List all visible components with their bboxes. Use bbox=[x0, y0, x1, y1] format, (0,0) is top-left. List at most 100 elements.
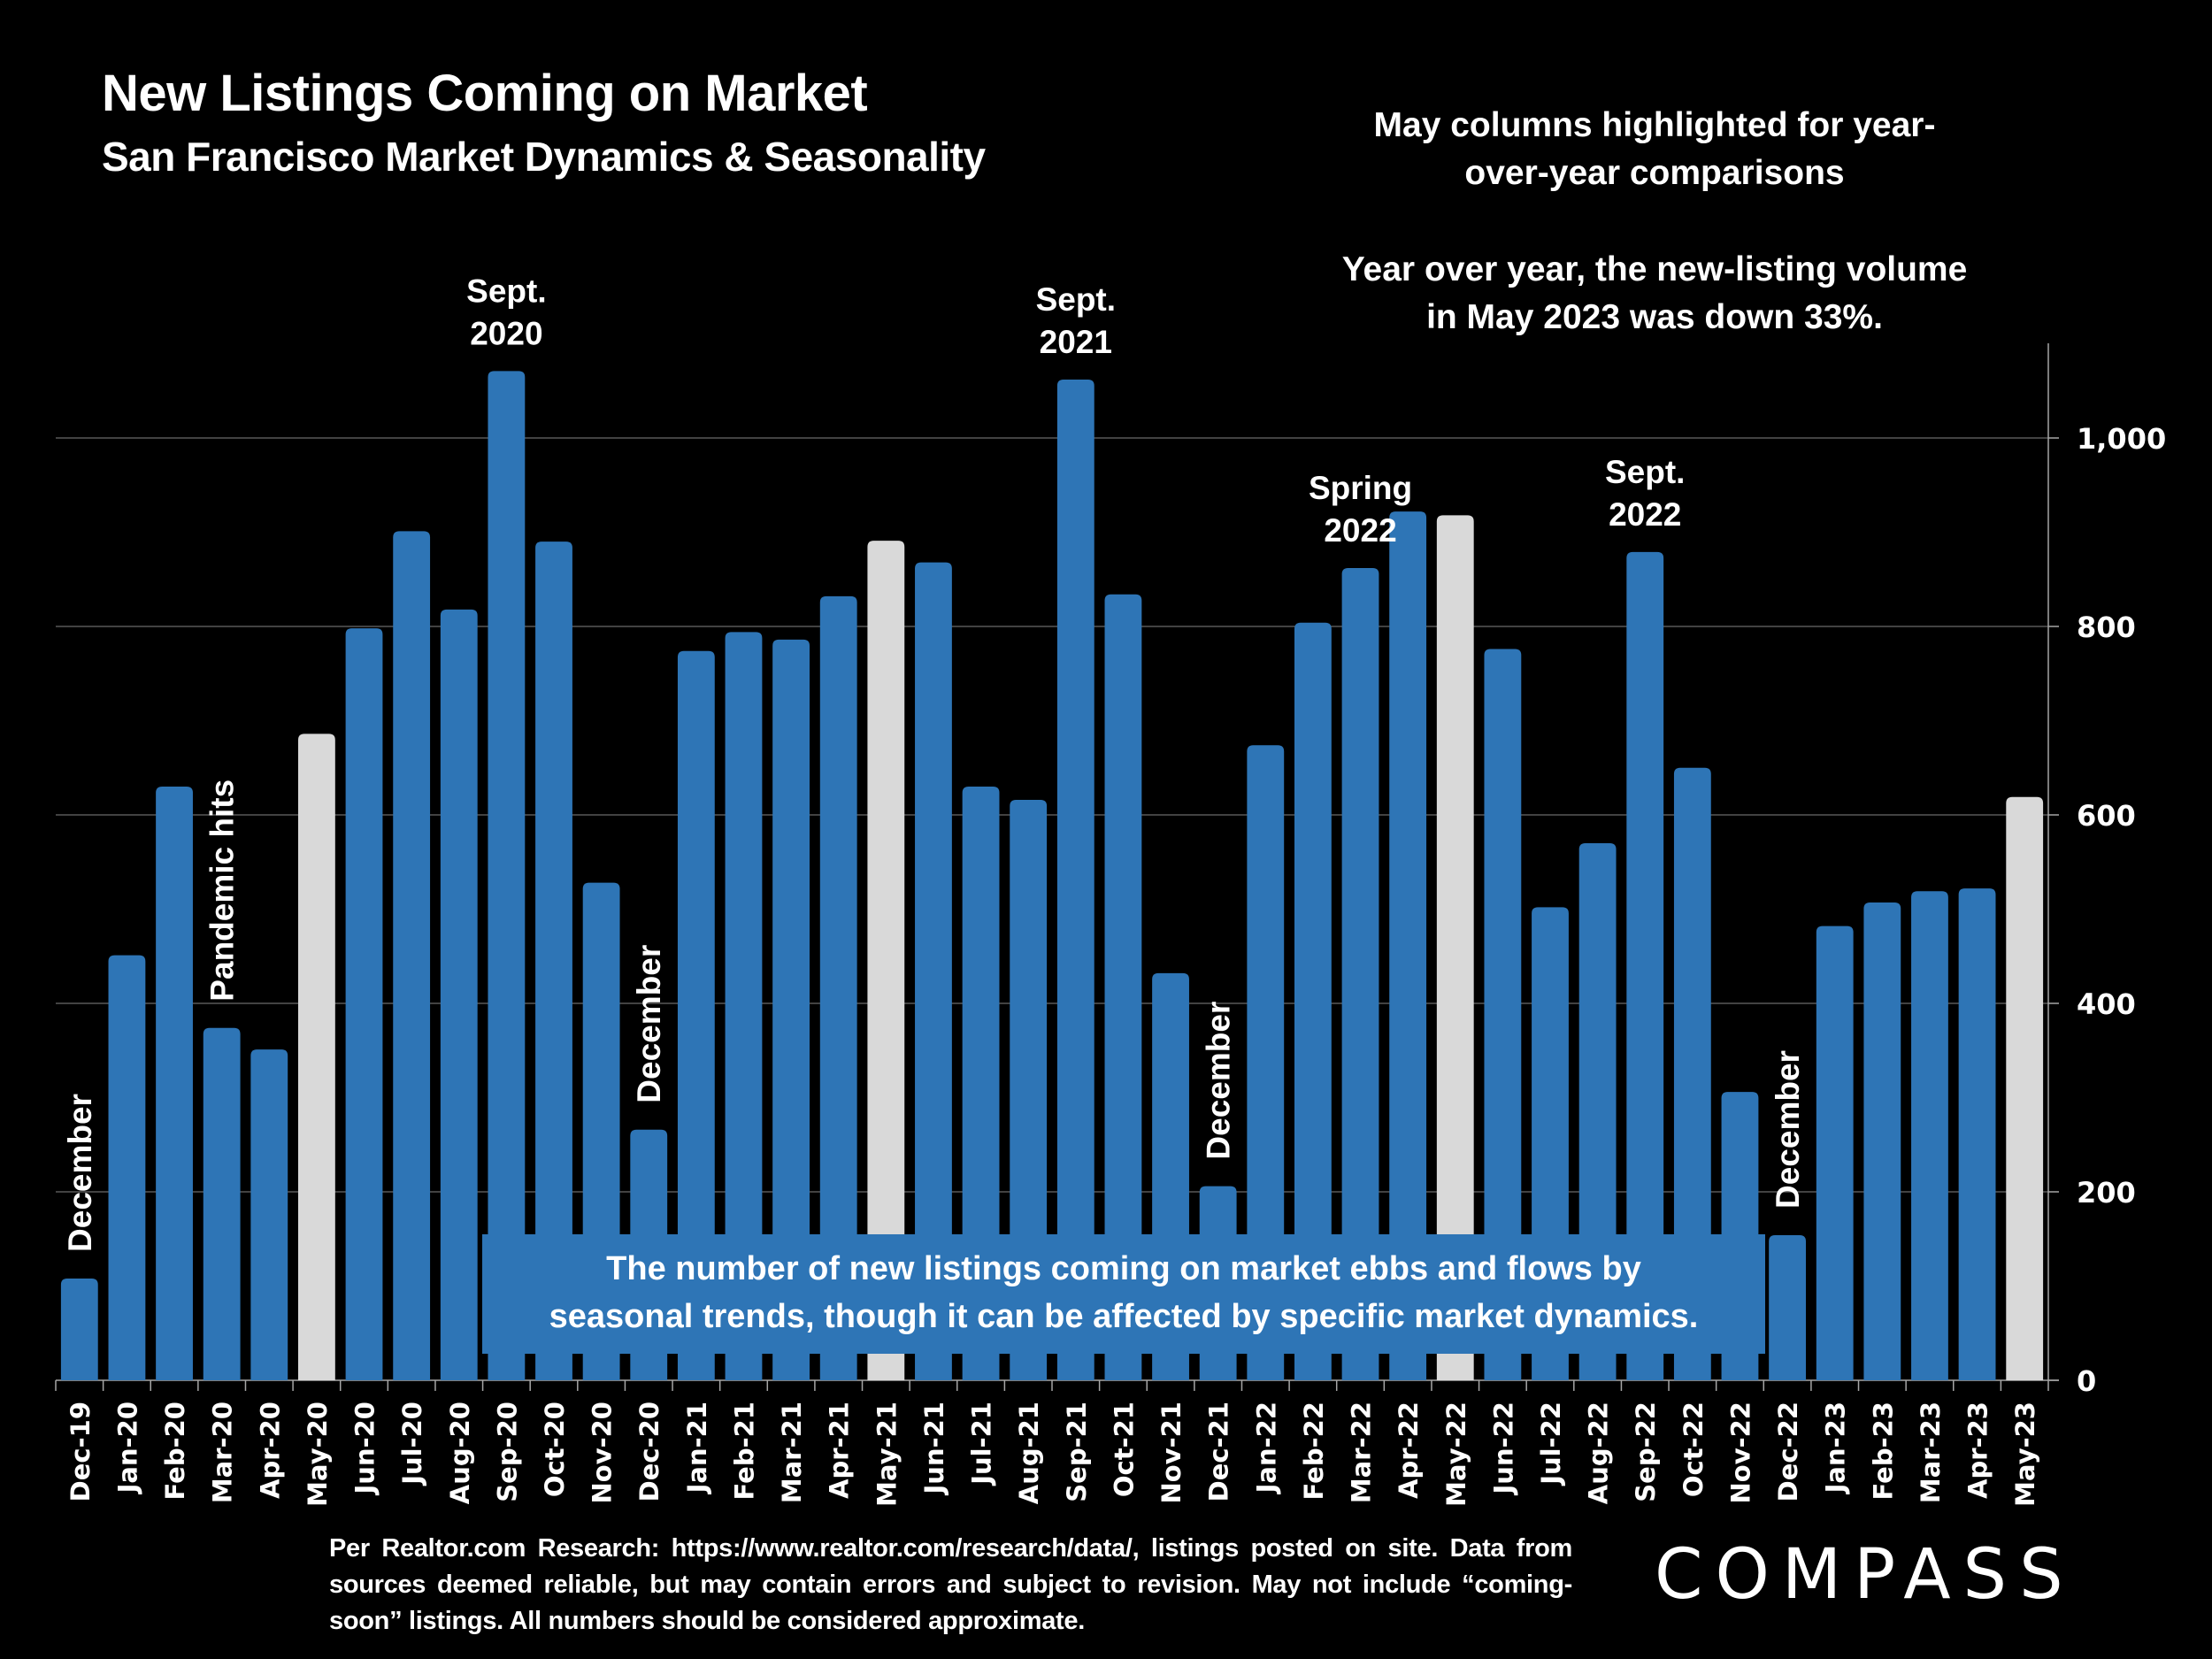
x-tick-label: May-23 bbox=[2010, 1402, 2040, 1507]
x-tick-label: Jan-22 bbox=[1251, 1402, 1281, 1494]
bar bbox=[488, 371, 526, 1380]
x-tick-label: Jan-21 bbox=[682, 1402, 712, 1494]
annotation-label: December bbox=[631, 945, 667, 1103]
bar bbox=[345, 628, 383, 1380]
annotation-label: 2020 bbox=[470, 315, 542, 351]
highlight-note-line1: May columns highlighted for year- bbox=[1373, 106, 1936, 144]
bar bbox=[1816, 926, 1854, 1380]
x-tick-label: Jan-20 bbox=[112, 1402, 142, 1494]
bar bbox=[677, 650, 715, 1380]
callout-box: The number of new listings coming on mar… bbox=[482, 1234, 1765, 1354]
source-footnote: Per Realtor.com Research: https://www.re… bbox=[329, 1534, 1572, 1635]
bar bbox=[250, 1049, 288, 1380]
annotation-label: 2022 bbox=[1609, 496, 1681, 533]
annotation-label: December bbox=[62, 1094, 98, 1252]
annotation-label: Sept. bbox=[1605, 454, 1685, 490]
x-tick-label: Jul-20 bbox=[397, 1402, 427, 1486]
bar bbox=[915, 562, 952, 1380]
callout-line1: The number of new listings coming on mar… bbox=[606, 1250, 1641, 1287]
bar bbox=[725, 632, 763, 1380]
annotation-label: December bbox=[1201, 1002, 1237, 1160]
bar bbox=[1294, 622, 1332, 1380]
bar bbox=[1484, 649, 1522, 1380]
x-tick-label: Dec-20 bbox=[634, 1402, 664, 1502]
x-tick-label: Apr-22 bbox=[1394, 1402, 1424, 1499]
x-tick-label: Dec-19 bbox=[65, 1402, 96, 1502]
x-tick-label: Mar-23 bbox=[1916, 1402, 1946, 1503]
bar bbox=[1341, 567, 1379, 1380]
bar bbox=[1673, 767, 1711, 1380]
bar bbox=[393, 531, 431, 1380]
annotation-label: 2022 bbox=[1324, 512, 1396, 549]
y-tick-label: 600 bbox=[2077, 799, 2136, 833]
bar bbox=[203, 1027, 241, 1380]
y-tick-label: 200 bbox=[2077, 1176, 2136, 1210]
bar bbox=[962, 787, 1000, 1380]
annotation-label: Sept. bbox=[1036, 281, 1116, 318]
x-tick-label: Oct-20 bbox=[540, 1402, 570, 1497]
highlight-note: May columns highlighted for year- over-y… bbox=[1310, 102, 2000, 197]
bar bbox=[1863, 902, 1901, 1380]
annotation-label: December bbox=[1770, 1050, 1806, 1209]
bar bbox=[1626, 551, 1664, 1380]
x-tick-label: Oct-22 bbox=[1678, 1402, 1709, 1497]
y-tick-label: 0 bbox=[2077, 1364, 2096, 1398]
bar bbox=[1104, 594, 1142, 1380]
bar bbox=[1769, 1234, 1807, 1380]
yoy-note-line1: Year over year, the new-listing volume bbox=[1341, 250, 1968, 288]
bar-highlighted bbox=[2006, 796, 2044, 1380]
x-tick-label: Feb-23 bbox=[1868, 1402, 1898, 1500]
annotation-label: Pandemic hits bbox=[204, 780, 241, 1002]
x-tick-label: Jun-22 bbox=[1488, 1402, 1518, 1495]
x-tick-label: Nov-20 bbox=[588, 1402, 618, 1504]
x-tick-label: Apr-20 bbox=[255, 1402, 285, 1499]
bar-highlighted bbox=[1436, 515, 1474, 1380]
bar bbox=[535, 541, 572, 1380]
bar bbox=[1389, 511, 1427, 1380]
x-tick-label: Apr-23 bbox=[1963, 1402, 1993, 1499]
x-tick-label: Jul-21 bbox=[967, 1402, 997, 1486]
x-tick-label: May-21 bbox=[872, 1402, 902, 1507]
x-tick-label: Feb-21 bbox=[729, 1402, 759, 1500]
bar bbox=[1911, 891, 1948, 1380]
x-tick-label: Jun-21 bbox=[919, 1402, 949, 1495]
x-tick-label: Jun-20 bbox=[350, 1402, 380, 1495]
x-tick-label: Aug-20 bbox=[445, 1402, 475, 1504]
x-tick-label: Feb-20 bbox=[160, 1402, 190, 1500]
x-tick-label: Nov-21 bbox=[1156, 1402, 1187, 1504]
annotation-label: Sept. bbox=[466, 273, 546, 309]
yoy-note-line2: in May 2023 was down 33%. bbox=[1426, 298, 1883, 336]
bar bbox=[1056, 379, 1094, 1381]
x-tick-label: Sep-20 bbox=[492, 1402, 522, 1502]
x-tick-label: Dec-22 bbox=[1773, 1402, 1803, 1502]
annotation-label: 2021 bbox=[1040, 324, 1112, 360]
x-tick-label: Sep-22 bbox=[1631, 1402, 1661, 1502]
bar-highlighted bbox=[867, 541, 905, 1380]
bar-highlighted bbox=[297, 733, 335, 1380]
x-tick-label: Apr-21 bbox=[825, 1402, 855, 1499]
x-tick-label: Sep-21 bbox=[1062, 1402, 1092, 1502]
x-tick-label: May-20 bbox=[303, 1402, 333, 1507]
y-tick-label: 800 bbox=[2077, 611, 2136, 644]
bar bbox=[772, 639, 810, 1380]
y-tick-label: 1,000 bbox=[2077, 422, 2166, 456]
callout-line2: seasonal trends, though it can be affect… bbox=[549, 1298, 1699, 1335]
x-tick-label: Aug-22 bbox=[1584, 1402, 1614, 1504]
x-tick-label: Oct-21 bbox=[1109, 1402, 1139, 1497]
x-tick-label: Feb-22 bbox=[1299, 1402, 1329, 1500]
bar bbox=[156, 787, 193, 1380]
annotation-label: Spring bbox=[1309, 470, 1412, 506]
x-tick-label: Mar-22 bbox=[1347, 1402, 1377, 1503]
bar bbox=[108, 955, 146, 1380]
x-tick-label: Jul-22 bbox=[1536, 1402, 1566, 1486]
x-tick-label: Dec-21 bbox=[1204, 1402, 1234, 1502]
x-tick-label: Mar-21 bbox=[777, 1402, 807, 1503]
y-tick-label: 400 bbox=[2077, 987, 2136, 1021]
highlight-note-line2: over-year comparisons bbox=[1464, 154, 1845, 192]
compass-logo: COMPASS bbox=[1655, 1535, 2076, 1615]
bar bbox=[1247, 745, 1285, 1380]
bar bbox=[1958, 888, 1996, 1380]
x-tick-label: Nov-22 bbox=[1725, 1402, 1755, 1504]
bar bbox=[440, 609, 478, 1380]
x-tick-label: Aug-21 bbox=[1014, 1402, 1044, 1504]
